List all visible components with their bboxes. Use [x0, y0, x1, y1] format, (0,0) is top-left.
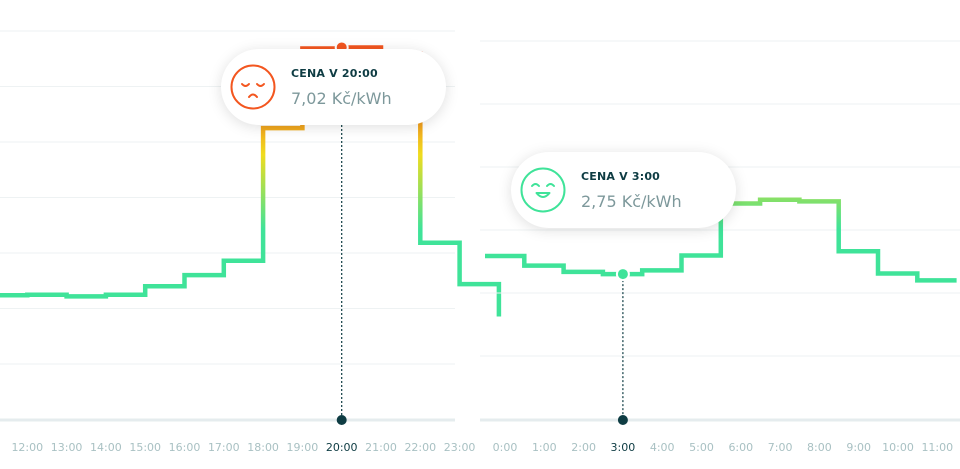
x-tick-label: 19:00 — [287, 441, 319, 454]
x-tick-label: 17:00 — [208, 441, 240, 454]
selection-axis-dot — [336, 415, 347, 425]
x-tick-label: 3:00 — [611, 441, 636, 454]
x-tick-label: 21:00 — [365, 441, 397, 454]
x-tick-label: 13:00 — [51, 441, 83, 454]
x-tick-label: 5:00 — [689, 441, 714, 454]
price-step-line — [485, 197, 957, 283]
tooltip-title: CENA V 20:00 — [291, 66, 378, 80]
x-tick-label: 4:00 — [650, 441, 675, 454]
x-tick-label: 1:00 — [532, 441, 557, 454]
x-tick-label: 0:00 — [493, 441, 518, 454]
x-tick-label: 6:00 — [728, 441, 753, 454]
price-step-line — [0, 45, 502, 317]
tooltip-title: CENA V 3:00 — [581, 169, 661, 183]
x-tick-label: 18:00 — [247, 441, 279, 454]
happy-face-icon — [519, 166, 567, 214]
x-tick-label: 2:00 — [571, 441, 596, 454]
x-tick-label: 20:00 — [326, 441, 358, 454]
tooltip-price: 7,02 Kč/kWh — [291, 88, 392, 108]
sad-face-icon — [229, 63, 277, 111]
x-tick-label: 7:00 — [768, 441, 793, 454]
x-tick-label: 9:00 — [846, 441, 871, 454]
price-chart-evening: 12:00 13:00 14:00 15:00 16:00 17:00 18:00 19:00… — [0, 30, 502, 454]
x-tick-label: 11:00 — [921, 441, 953, 454]
price-chart-morning: 0:00 1:00 2:00 3:00 4:00 5:00 6:00 7:00 8:00 9:00… — [480, 40, 960, 454]
x-tick-label: 12:00 — [11, 441, 43, 454]
x-tick-label: 22:00 — [404, 441, 436, 454]
price-tooltip-morning: CENA V 3:00 2,75 Kč/kWh — [511, 152, 736, 228]
x-tick-label: 10:00 — [882, 441, 914, 454]
tooltip-price: 2,75 Kč/kWh — [581, 191, 682, 211]
x-tick-label: 16:00 — [169, 441, 201, 454]
price-tooltip-evening: CENA V 20:00 7,02 Kč/kWh — [221, 49, 446, 125]
selection-axis-dot — [617, 415, 628, 425]
x-tick-label: 23:00 — [444, 441, 476, 454]
x-tick-label: 8:00 — [807, 441, 832, 454]
selected-price-point — [615, 267, 630, 282]
x-tick-label: 15:00 — [129, 441, 161, 454]
x-tick-label: 14:00 — [90, 441, 122, 454]
